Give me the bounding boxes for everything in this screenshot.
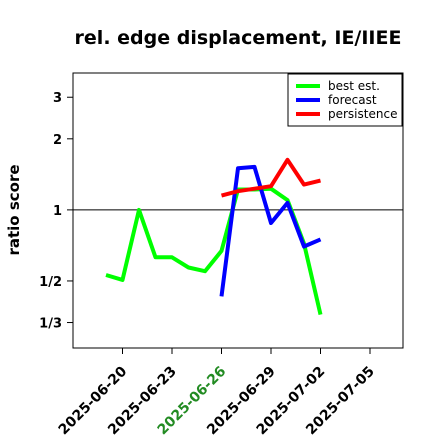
y-tick-label: 3: [53, 91, 62, 106]
y-tick-label: 1/2: [39, 275, 62, 290]
y-axis: 1/3 1/2 1 2 3: [39, 91, 73, 332]
plot-frame: [72, 72, 404, 349]
series-line-forecast: [219, 164, 322, 297]
y-tick-label: 1: [53, 204, 62, 219]
legend-label: best est.: [328, 79, 380, 93]
y-tick-label: 1/3: [39, 317, 62, 332]
y-tick-label: 2: [53, 133, 62, 148]
chart-title: rel. edge displacement, IE/IIEE: [75, 27, 402, 49]
legend-label: forecast: [328, 93, 377, 107]
y-axis-label: ratio score: [5, 164, 23, 255]
series-line-best-est: [105, 186, 323, 316]
series-line-persistence: [220, 157, 321, 198]
legend-label: persistence: [328, 107, 397, 121]
series-group: [105, 157, 323, 316]
x-axis: 2025-06-202025-06-232025-06-262025-06-29…: [56, 348, 378, 438]
